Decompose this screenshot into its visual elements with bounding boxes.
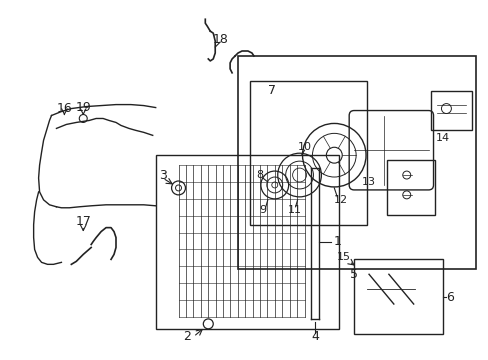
Text: 12: 12 bbox=[333, 195, 347, 205]
Bar bbox=[249, 81, 366, 225]
Text: 13: 13 bbox=[361, 177, 375, 187]
Text: 9: 9 bbox=[259, 205, 266, 215]
Text: 3: 3 bbox=[159, 168, 166, 181]
Text: 5: 5 bbox=[349, 268, 357, 281]
Text: 17: 17 bbox=[75, 215, 91, 228]
Bar bbox=[238, 56, 475, 269]
Text: 4: 4 bbox=[311, 330, 319, 343]
Bar bbox=[429, 91, 471, 130]
Text: 19: 19 bbox=[75, 101, 91, 114]
Bar bbox=[353, 260, 443, 334]
Text: 11: 11 bbox=[287, 205, 301, 215]
Bar bbox=[386, 160, 434, 215]
Text: 8: 8 bbox=[256, 170, 263, 180]
Text: 16: 16 bbox=[57, 102, 72, 115]
Text: 14: 14 bbox=[434, 133, 448, 143]
Bar bbox=[155, 155, 339, 329]
Text: 15: 15 bbox=[337, 252, 350, 262]
Text: 18: 18 bbox=[212, 33, 228, 46]
Text: 2: 2 bbox=[183, 330, 191, 343]
Text: 1: 1 bbox=[333, 235, 341, 248]
Text: 6: 6 bbox=[446, 291, 453, 303]
Text: 10: 10 bbox=[297, 142, 311, 152]
Text: 7: 7 bbox=[267, 84, 275, 97]
